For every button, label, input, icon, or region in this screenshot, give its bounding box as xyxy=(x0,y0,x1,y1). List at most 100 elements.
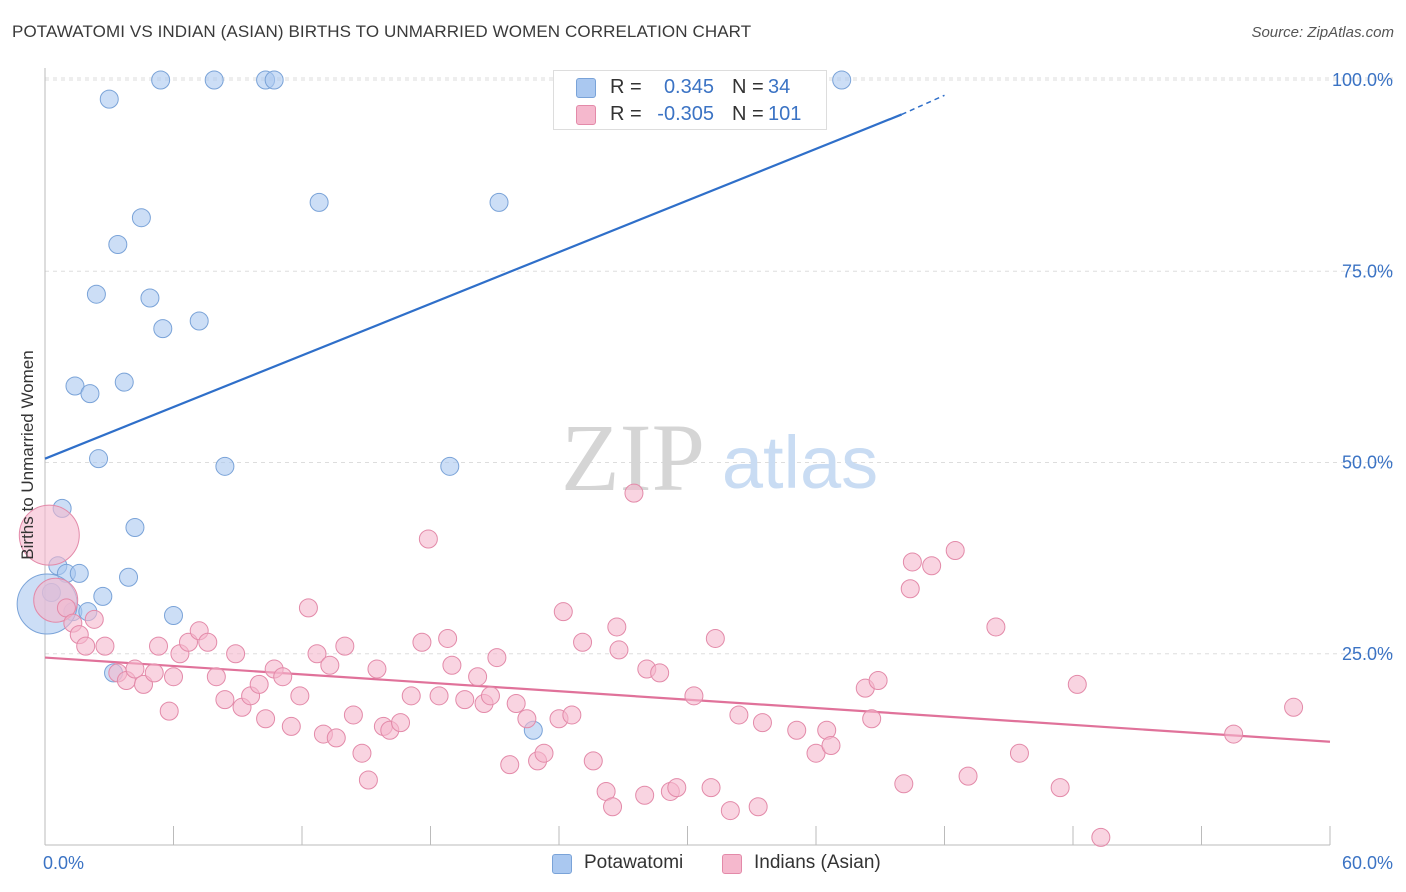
indians-asian-point xyxy=(18,504,80,566)
indians-asian-point xyxy=(256,709,276,729)
r-label: R = xyxy=(610,76,642,98)
indians-asian-point xyxy=(438,628,458,648)
indians-asian-point xyxy=(249,674,269,694)
indians-asian-point xyxy=(468,667,488,687)
indians-asian-point xyxy=(391,713,411,733)
y-tick-label: 50.0% xyxy=(1342,453,1393,473)
n-value: 34 xyxy=(768,76,791,98)
indians-asian-point xyxy=(902,552,922,572)
n-label: N = xyxy=(732,103,764,125)
potawatomi-point xyxy=(131,208,151,228)
r-label: R = xyxy=(610,103,642,125)
indians-asian-point xyxy=(958,766,978,786)
potawatomi-point xyxy=(832,70,852,90)
indians-asian-point xyxy=(729,705,749,725)
indians-asian-point xyxy=(603,797,623,817)
indians-asian-point xyxy=(343,705,363,725)
potawatomi-point xyxy=(153,319,173,339)
potawatomi-trend-extension xyxy=(901,94,945,116)
indians-asian-point xyxy=(1091,827,1111,847)
potawatomi-point xyxy=(264,70,284,90)
indians-asian-point xyxy=(506,693,526,713)
potawatomi-point xyxy=(189,311,209,331)
potawatomi-point xyxy=(108,234,128,254)
indians-asian-point xyxy=(624,483,644,503)
indians-asian-point xyxy=(164,667,183,687)
indians-asian-point xyxy=(290,686,310,706)
indians-asian-point xyxy=(752,713,772,733)
indians-asian-point xyxy=(821,736,841,756)
potawatomi-point xyxy=(125,518,145,538)
indians-asian-point xyxy=(573,632,593,652)
y-tick-label: 75.0% xyxy=(1342,261,1393,281)
indians-asian-point xyxy=(701,778,721,798)
indians-asian-point xyxy=(480,686,500,706)
indians-asian-point xyxy=(215,690,235,710)
axes xyxy=(44,68,1331,846)
potawatomi-point xyxy=(151,70,171,90)
potawatomi-point xyxy=(140,288,160,308)
indians-asian-swatch xyxy=(576,105,596,125)
potawatomi-point xyxy=(440,456,460,476)
indians-asian-point xyxy=(298,598,318,618)
indians-asian-point xyxy=(1009,743,1029,763)
indians-asian-point xyxy=(487,648,507,668)
indians-asian-point xyxy=(352,743,372,763)
data-points xyxy=(16,70,1304,847)
indians-asian-point xyxy=(534,743,554,763)
chart-title: POTAWATOMI VS INDIAN (ASIAN) BIRTHS TO U… xyxy=(12,22,752,41)
indians-asian-point xyxy=(320,655,340,675)
legend-row-indians-asian: R = -0.305 N = 101 xyxy=(554,101,826,127)
indians-asian-point xyxy=(412,632,432,652)
indians-asian-point xyxy=(705,628,725,648)
potawatomi-point xyxy=(93,586,113,606)
potawatomi-swatch xyxy=(552,854,572,874)
watermark: ZIP atlas xyxy=(561,404,878,511)
grid-lines xyxy=(45,77,1395,655)
potawatomi-point xyxy=(86,284,106,304)
indians-asian-point xyxy=(720,801,740,821)
indians-asian-point xyxy=(226,644,246,664)
indians-asian-point xyxy=(159,701,179,721)
indians-asian-point xyxy=(609,640,629,660)
indians-asian-point xyxy=(418,529,438,549)
indians-asian-point xyxy=(562,705,582,725)
indians-asian-point xyxy=(900,579,920,599)
legend-row-potawatomi: R = 0.345 N = 34 xyxy=(554,74,826,100)
indians-asian-point xyxy=(1224,724,1244,744)
indians-asian-point xyxy=(149,636,169,656)
potawatomi-point xyxy=(204,70,224,90)
potawatomi-point xyxy=(69,563,89,583)
potawatomi-point xyxy=(99,89,119,109)
n-value: 101 xyxy=(768,103,802,125)
legend-label: Potawatomi xyxy=(584,852,684,873)
indians-asian-swatch xyxy=(722,854,742,874)
indians-asian-point xyxy=(198,632,218,652)
indians-asian-point xyxy=(945,540,965,560)
indians-asian-point xyxy=(206,667,226,687)
indians-asian-point xyxy=(868,671,888,691)
potawatomi-point xyxy=(114,372,134,392)
indians-asian-point xyxy=(429,686,449,706)
indians-asian-point xyxy=(635,785,655,805)
indians-asian-point xyxy=(84,609,104,629)
indians-asian-point xyxy=(125,659,145,679)
n-label: N = xyxy=(732,76,764,98)
indians-asian-point xyxy=(307,644,327,664)
indians-asian-point xyxy=(1284,697,1304,717)
indians-asian-point xyxy=(787,720,807,740)
indians-asian-point xyxy=(273,667,293,687)
indians-asian-point xyxy=(1050,778,1070,798)
indians-asian-point xyxy=(335,636,355,656)
source-label: Source: ZipAtlas.com xyxy=(1251,24,1394,41)
potawatomi-point xyxy=(309,192,329,212)
indians-asian-point xyxy=(862,709,882,729)
indians-asian-point xyxy=(607,617,627,637)
indians-asian-point xyxy=(281,716,301,736)
y-tick-label: 100.0% xyxy=(1332,70,1393,90)
indians-asian-point xyxy=(455,690,475,710)
potawatomi-trend-line xyxy=(44,113,903,460)
r-value: -0.305 xyxy=(657,103,714,125)
potawatomi-point xyxy=(489,192,509,212)
